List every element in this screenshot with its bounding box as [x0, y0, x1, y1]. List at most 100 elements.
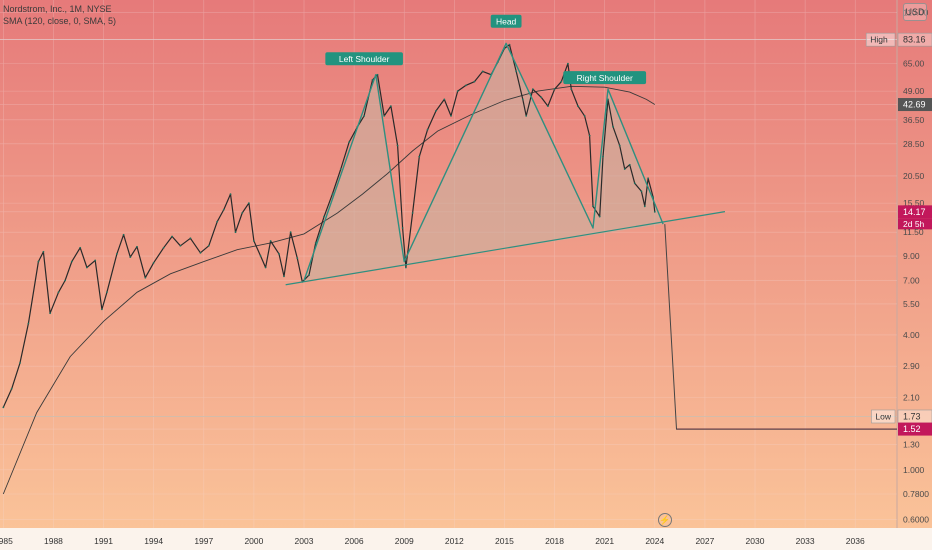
price-point — [598, 215, 601, 218]
pattern-label: Right Shoulder — [563, 71, 647, 85]
price-point — [278, 252, 280, 255]
price-tick-label: 11.50 — [903, 227, 924, 237]
time-tick-label: 1988 — [44, 536, 63, 546]
price-point — [521, 98, 524, 101]
price-tick-label: 0.6000 — [903, 515, 929, 525]
price-point — [389, 105, 392, 108]
price-point — [42, 250, 45, 253]
price-point — [560, 80, 563, 83]
price-tag-label-box — [865, 32, 896, 47]
pattern-label-text: Head — [496, 17, 517, 27]
price-point — [222, 208, 225, 211]
pattern-label: Left Shoulder — [325, 52, 403, 66]
price-point — [546, 105, 549, 108]
pattern-label-box — [490, 14, 522, 28]
price-point — [100, 308, 103, 311]
price-tag-value: 14.17 — [903, 207, 926, 217]
price-point — [106, 291, 108, 294]
price-point — [2, 406, 5, 409]
price-point — [583, 114, 586, 117]
price-point — [57, 291, 60, 294]
price-tick-label: 15.50 — [903, 198, 925, 208]
price-point — [94, 259, 97, 262]
chart-title: Nordstrom, Inc., 1M, NYSE — [3, 4, 112, 14]
price-point — [10, 387, 13, 390]
price-point — [348, 141, 351, 144]
price-point — [216, 220, 219, 223]
price-point — [405, 266, 407, 269]
price-tag-value: 1.73 — [903, 411, 921, 421]
price-point — [396, 144, 399, 147]
price-tick-label: 4.00 — [903, 330, 920, 340]
price-point — [371, 78, 374, 81]
price-point — [37, 260, 40, 263]
currency-button[interactable]: USD — [903, 3, 927, 21]
time-tick-label: 2009 — [395, 536, 414, 546]
price-tag-sub-box — [898, 218, 932, 230]
price-point — [323, 215, 325, 218]
price-point — [179, 244, 182, 247]
price-point — [465, 84, 467, 87]
price-tick-label: 5.50 — [903, 299, 920, 309]
price-point — [129, 256, 132, 259]
price-tag — [897, 32, 932, 47]
price-point — [426, 128, 429, 131]
indicator-label[interactable]: SMA (120, close, 0, SMA, 5) — [3, 16, 117, 26]
price-point — [252, 240, 255, 242]
price-line — [2, 44, 656, 408]
price-point — [401, 227, 404, 229]
price-point — [269, 240, 272, 242]
price-tick-label: 28.50 — [903, 139, 925, 149]
price-point — [363, 114, 366, 117]
time-tick-label: 2015 — [495, 536, 514, 546]
time-tick-label: 2003 — [295, 536, 314, 546]
price-point — [314, 241, 317, 244]
price-point — [612, 125, 614, 128]
pattern-label: Head — [490, 14, 522, 28]
price-tick-label: 110.00 — [903, 7, 929, 17]
price-tag-value: 1.52 — [903, 424, 921, 434]
price-tag-countdown: 2d 5h — [903, 219, 925, 229]
price-tick-label: 20.50 — [903, 171, 925, 181]
price-point — [376, 73, 379, 76]
price-point — [199, 251, 202, 254]
time-tick-label: 2030 — [746, 536, 765, 546]
price-tag — [898, 205, 932, 219]
price-point — [643, 205, 646, 208]
price-point — [531, 88, 534, 91]
price-point — [481, 70, 484, 73]
price-point — [247, 202, 250, 205]
price-tag — [898, 422, 932, 436]
time-tick-label: 2000 — [244, 536, 263, 546]
price-point — [540, 96, 543, 99]
price-point — [122, 233, 125, 236]
lightning-icon[interactable]: ⚡ — [658, 513, 672, 527]
time-tick-label: 1985 — [0, 536, 13, 546]
price-point — [241, 212, 244, 214]
price-point — [296, 257, 299, 260]
projection-line — [664, 224, 897, 430]
price-point — [418, 155, 421, 158]
price-tick-label: 36.50 — [903, 115, 925, 125]
price-point — [618, 144, 621, 147]
price-point — [515, 70, 518, 73]
price-point — [640, 190, 643, 193]
sma-line — [2, 85, 656, 495]
time-tick-label: 2033 — [796, 536, 815, 546]
price-point — [64, 279, 67, 282]
neckline — [285, 211, 726, 286]
price-tick-label: 9.00 — [903, 251, 920, 261]
price-point — [259, 255, 262, 257]
time-tick-label: 2006 — [345, 536, 364, 546]
price-point — [49, 312, 52, 315]
price-point — [588, 134, 591, 137]
pattern-label-text: Right Shoulder — [577, 73, 633, 83]
price-point — [264, 266, 267, 269]
price-tag-label: High — [870, 35, 888, 45]
price-point — [411, 212, 414, 214]
price-tick-label: 1.000 — [903, 465, 925, 475]
price-point — [289, 231, 292, 234]
